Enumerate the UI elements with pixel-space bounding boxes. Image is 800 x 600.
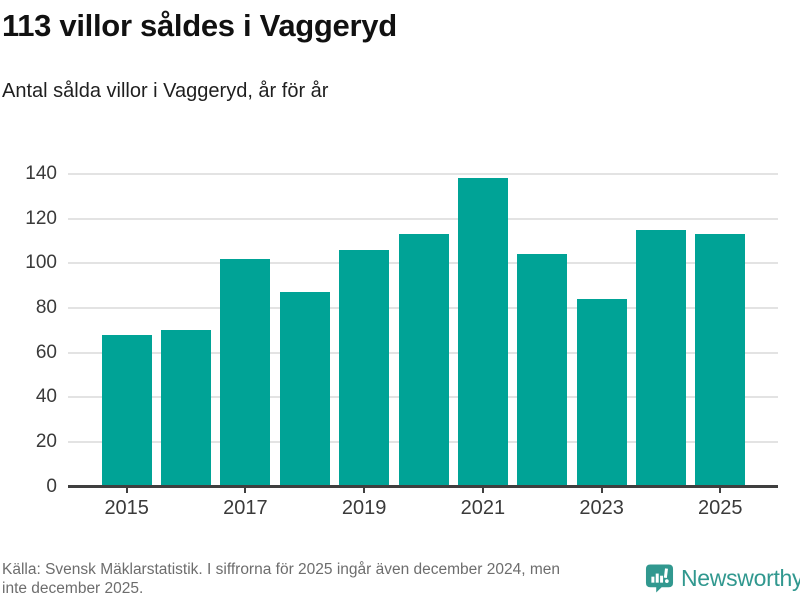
x-tick-label-2017: 2017 [223,496,268,519]
x-tick-2021 [481,487,484,493]
bar-2025 [695,234,746,487]
x-tick-2025 [719,487,722,493]
gridline-y-140 [68,173,778,175]
x-tick-label-2023: 2023 [579,496,624,519]
newsworthy-wordmark: Newsworthy [681,565,800,591]
y-tick-label-100: 100 [25,252,57,274]
bar-2024 [635,229,686,487]
source-note-line2: inte december 2025. [2,579,144,597]
y-tick-label-0: 0 [46,475,57,497]
y-tick-label-40: 40 [35,386,57,408]
y-tick-label-60: 60 [35,341,57,363]
bar-2017 [220,258,271,487]
x-tick-2017 [244,487,247,493]
newsworthy-speech-bubble-bar-chart-icon [645,563,674,594]
bar-2018 [279,292,330,487]
newsworthy-logo: Newsworthy [645,563,800,594]
y-tick-label-120: 120 [25,207,57,229]
chart-subtitle: Antal sålda villor i Vaggeryd, år för år [2,80,329,102]
x-tick-label-2019: 2019 [341,496,387,519]
source-note-line1: Källa: Svensk Mäklarstatistik. I siffror… [2,561,560,578]
chart-title: 113 villor såldes i Vaggeryd [2,8,397,43]
x-tick-2019 [363,487,366,493]
bar-2020 [398,234,449,487]
y-tick-label-20: 20 [35,430,57,452]
x-tick-label-2021: 2021 [460,496,506,519]
x-tick-2023 [600,487,603,493]
y-tick-label-80: 80 [35,296,57,318]
x-axis-line [68,484,778,488]
source-note: Källa: Svensk Mäklarstatistik. I siffror… [2,561,560,598]
y-tick-label-140: 140 [25,163,57,184]
bar-2019 [339,249,390,487]
bar-2021 [457,178,508,487]
bar-2015 [101,334,152,487]
x-tick-label-2025: 2025 [698,496,743,519]
bar-2016 [161,330,212,487]
gridline-y-120 [68,217,778,220]
x-tick-label-2015: 2015 [104,496,149,519]
bar-2023 [576,299,627,487]
bar-2022 [517,254,568,487]
x-tick-2015 [125,487,128,493]
